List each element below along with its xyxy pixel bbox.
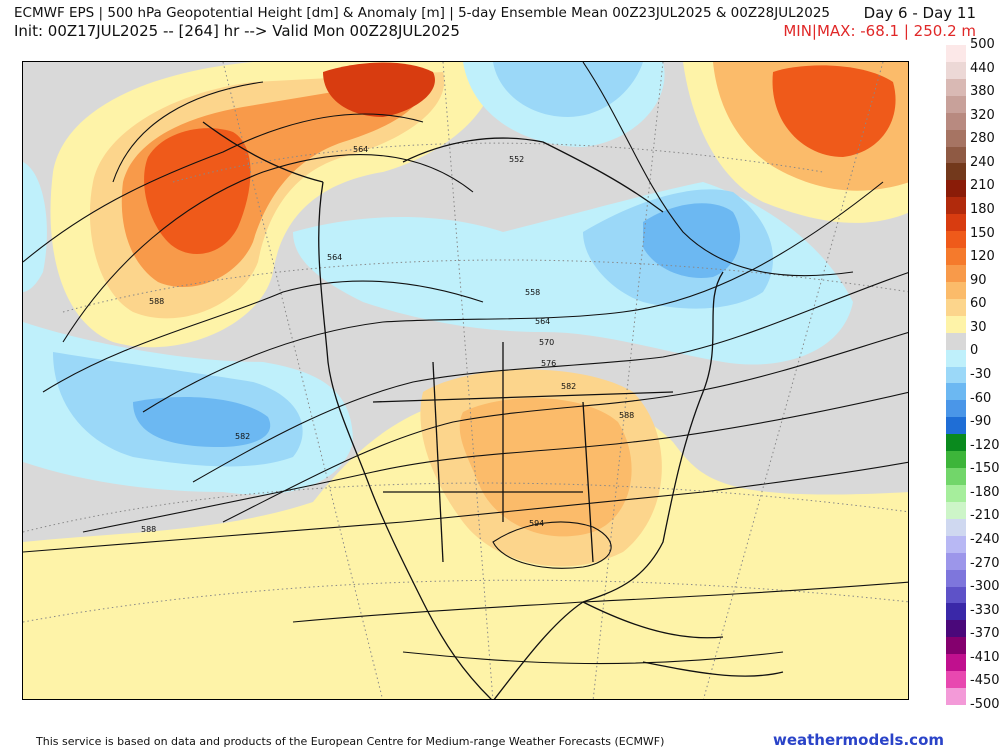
legend-swatch — [946, 688, 966, 706]
legend-label: 320 — [970, 107, 995, 123]
anomaly-negative-canada-core — [643, 203, 741, 278]
contour-label: 552 — [509, 155, 524, 164]
legend-label: 60 — [970, 296, 987, 312]
legend-swatch — [946, 586, 966, 604]
legend-swatch — [946, 265, 966, 283]
legend-swatch — [946, 501, 966, 520]
legend-swatch — [946, 248, 966, 266]
map-title: ECMWF EPS | 500 hPa Geopotential Height … — [14, 5, 831, 21]
legend-label: 380 — [970, 84, 995, 100]
legend-swatch — [946, 468, 966, 486]
legend-swatch — [946, 671, 966, 689]
legend-swatch — [946, 434, 966, 452]
legend-swatch — [946, 315, 966, 334]
legend-label: -370 — [970, 626, 1000, 642]
legend-swatch — [946, 163, 966, 181]
anomaly-negative-pacific-core — [133, 397, 271, 447]
min-max-readout: MIN|MAX: -68.1 | 250.2 m — [783, 22, 976, 40]
contour-label: 564 — [353, 145, 368, 154]
height-contours — [23, 62, 908, 665]
legend-swatch — [946, 654, 966, 672]
ecmwf-attribution: This service is based on data and produc… — [36, 735, 665, 748]
anomaly-color-legend — [946, 45, 966, 706]
anomaly-positive-bering-core — [323, 62, 435, 117]
legend-label: -150 — [970, 461, 1000, 477]
legend-swatch — [946, 61, 966, 80]
anomaly-positive-south — [23, 390, 908, 699]
legend-label: 180 — [970, 202, 995, 217]
legend-swatch — [946, 383, 966, 401]
legend-label: 440 — [970, 60, 995, 76]
coastlines — [202, 121, 784, 699]
contour-label: 564 — [535, 317, 550, 326]
legend-swatch — [946, 400, 966, 418]
legend-swatch — [946, 349, 966, 368]
legend-label: 210 — [970, 178, 995, 194]
legend-label: -300 — [970, 579, 1000, 595]
legend-label: -500 — [970, 697, 1000, 712]
legend-label: -210 — [970, 508, 1000, 524]
legend-label: 150 — [970, 225, 995, 241]
map-canvas: 564 552 564 558 564 570 576 582 588 588 … — [23, 62, 908, 699]
legend-swatch — [946, 366, 966, 384]
legend-swatch — [946, 112, 966, 131]
legend-swatch — [946, 332, 966, 351]
legend-swatch — [946, 129, 966, 148]
legend-label: -180 — [970, 484, 1000, 500]
legend-label: 120 — [970, 249, 995, 265]
legend-swatch — [946, 569, 966, 588]
anomaly-positive-atlantic-core — [772, 65, 896, 157]
legend-swatch — [946, 45, 966, 63]
contour-label: 588 — [141, 525, 156, 534]
legend-swatch — [946, 78, 966, 97]
legend-swatch — [946, 231, 966, 249]
legend-swatch — [946, 95, 966, 114]
legend-label: -60 — [970, 390, 992, 406]
legend-swatch — [946, 552, 966, 571]
contour-label: 582 — [561, 382, 576, 391]
legend-label: -450 — [970, 673, 1000, 689]
legend-label: 280 — [970, 131, 995, 147]
legend-label: -90 — [970, 414, 992, 430]
legend-label: 0 — [970, 343, 979, 359]
legend-swatch — [946, 620, 966, 638]
map-panel: 564 552 564 558 564 570 576 582 588 588 … — [22, 61, 909, 700]
init-valid-time: Init: 00Z17JUL2025 -- [264] hr --> Valid… — [14, 22, 460, 40]
legend-label: -330 — [970, 602, 1000, 618]
legend-swatch — [946, 146, 966, 164]
legend-label: 500 — [970, 37, 995, 52]
legend-swatch — [946, 535, 966, 554]
legend-label: -120 — [970, 437, 1000, 453]
contour-label: 570 — [539, 338, 554, 347]
legend-swatch — [946, 281, 966, 300]
contour-label: 582 — [235, 432, 250, 441]
legend-label: 90 — [970, 272, 987, 288]
legend-swatch — [946, 485, 966, 503]
legend-label: 30 — [970, 319, 987, 335]
anomaly-negative-arctic-core — [493, 62, 643, 117]
legend-swatch — [946, 214, 966, 232]
legend-swatch — [946, 298, 966, 317]
forecast-day-range: Day 6 - Day 11 — [863, 4, 976, 22]
legend-swatch — [946, 603, 966, 621]
legend-swatch — [946, 197, 966, 215]
legend-swatch — [946, 417, 966, 435]
contour-label: 576 — [541, 359, 556, 368]
contour-label: 588 — [619, 411, 634, 420]
anomaly-negative-west-edge — [23, 162, 47, 292]
legend-label: -240 — [970, 532, 1000, 547]
contour-label: 594 — [529, 519, 544, 528]
legend-label: -30 — [970, 367, 992, 382]
legend-swatch — [946, 451, 966, 469]
contour-label: 588 — [149, 297, 164, 306]
legend-swatch — [946, 180, 966, 198]
brand-link[interactable]: weathermodels.com — [772, 731, 944, 749]
contour-label: 558 — [525, 288, 540, 297]
legend-swatch — [946, 518, 966, 537]
legend-label: -410 — [970, 649, 1000, 665]
legend-label: -270 — [970, 555, 1000, 571]
legend-label: 240 — [970, 154, 995, 170]
contour-label: 564 — [327, 253, 342, 262]
legend-swatch — [946, 637, 966, 655]
